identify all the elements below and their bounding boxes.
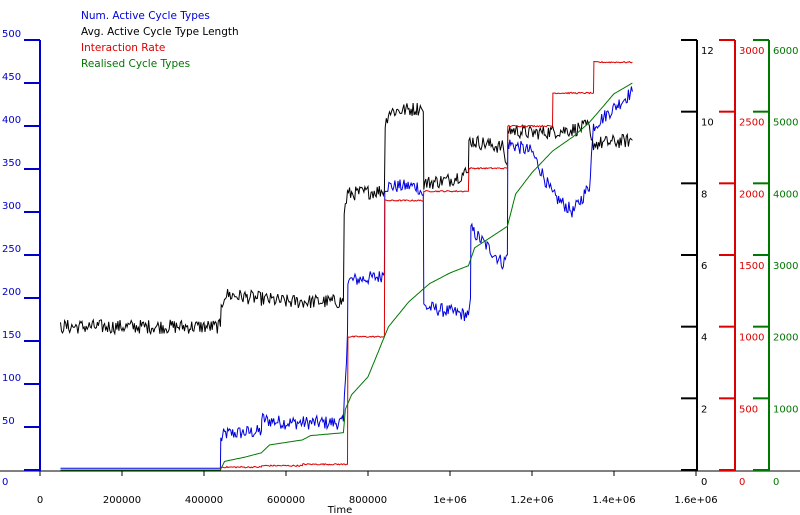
y-tick-label-green: 4000 [773,189,798,200]
y-tick-label-green: 3000 [773,261,798,272]
series-line-2 [60,60,633,471]
legend-entry-1: Avg. Active Cycle Type Length [81,26,239,38]
x-tick-label: 1.4e+06 [592,495,635,506]
y-tick-label-blue: 350 [2,158,21,169]
y-tick-label-blue: 0 [2,477,8,488]
y-tick-label-black: 0 [701,477,707,488]
y-tick-label-red: 2500 [739,118,764,129]
y-tick-label-green: 5000 [773,118,798,129]
x-tick-label: 400000 [185,495,223,506]
y-tick-label-green: 0 [773,477,779,488]
x-tick-label: 600000 [267,495,305,506]
y-tick-label-black: 2 [701,404,707,415]
y-tick-label-black: 6 [701,261,707,272]
y-tick-label-blue: 500 [2,29,21,40]
y-tick-label-blue: 250 [2,244,21,255]
y-tick-label-blue: 200 [2,287,21,298]
x-tick-label: 800000 [349,495,387,506]
legend: Num. Active Cycle Types Avg. Active Cycle… [81,10,239,70]
y-tick-label-red: 0 [739,477,745,488]
y-tick-label-green: 1000 [773,404,798,415]
y-tick-label-blue: 400 [2,115,21,126]
x-tick-label: 200000 [103,495,141,506]
y-tick-label-blue: 300 [2,201,21,212]
y-tick-label-black: 10 [701,118,714,129]
y-tick-label-red: 2000 [739,189,764,200]
x-axis-label: Time [327,505,352,515]
y-tick-label-blue: 150 [2,330,21,341]
legend-entry-2: Interaction Rate [81,42,165,54]
y-tick-label-black: 12 [701,46,714,57]
series-line-3 [60,82,633,471]
x-tick-label: 0 [37,495,43,506]
y-tick-label-red: 1000 [739,333,764,344]
y-tick-label-red: 1500 [739,261,764,272]
y-tick-label-blue: 50 [2,416,15,427]
y-tick-label-red: 3000 [739,46,764,57]
series-line-0 [60,86,633,469]
series-line-1 [60,102,633,336]
y-tick-label-green: 6000 [773,46,798,57]
y-tick-label-black: 4 [701,333,707,344]
legend-entry-3: Realised Cycle Types [81,58,190,70]
axes-layer: 0 200000 400000 600000 800000 1e+06 1.2e+06 1.4… [0,29,800,515]
y-tick-label-red: 500 [739,404,758,415]
x-tick-label: 1e+06 [433,495,467,506]
y-tick-label-black: 8 [701,189,707,200]
y-tick-label-green: 2000 [773,333,798,344]
legend-entry-0: Num. Active Cycle Types [81,10,210,22]
x-tick-label: 1.2e+06 [510,495,553,506]
x-tick-label: 1.6e+06 [674,495,717,506]
y-tick-label-blue: 450 [2,72,21,83]
series-layer [60,60,633,471]
y-tick-label-blue: 100 [2,373,21,384]
